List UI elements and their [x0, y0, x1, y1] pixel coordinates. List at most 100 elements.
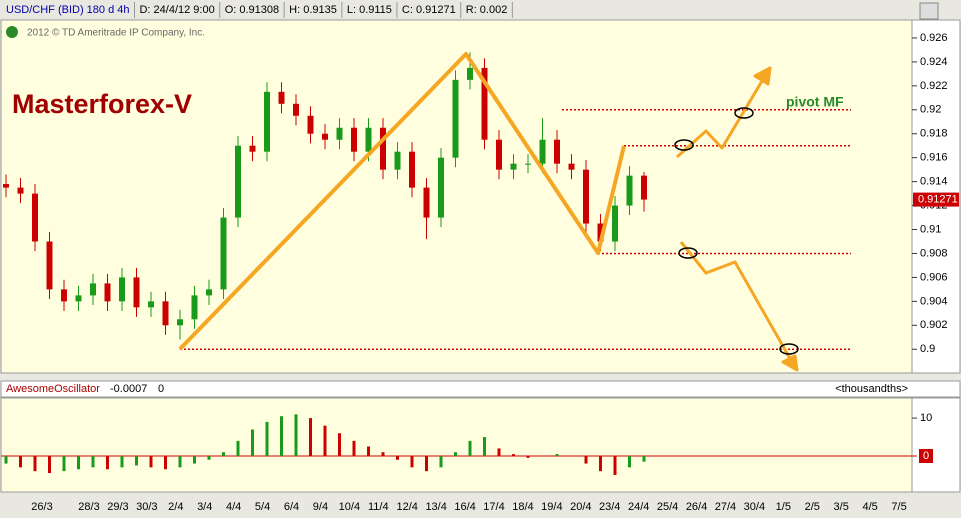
- last-price: 0.91271: [918, 193, 958, 205]
- brand: Masterforex-V: [12, 89, 192, 119]
- x-tick-label: 26/3: [31, 501, 52, 513]
- x-tick-label: 3/4: [197, 501, 212, 513]
- price-panel: [0, 19, 913, 374]
- candle-body: [307, 115, 314, 134]
- x-tick-label: 19/4: [541, 501, 562, 513]
- candle-body: [626, 175, 633, 206]
- candle-body: [133, 277, 140, 308]
- candle-body: [539, 139, 546, 164]
- y-tick-label: 0.904: [920, 295, 948, 307]
- x-tick-label: 29/3: [107, 501, 128, 513]
- candle-body: [148, 301, 154, 308]
- y-tick-label: 0.916: [920, 152, 948, 164]
- header-field: L: 0.9115: [347, 4, 392, 16]
- y-tick-label: 0.92: [920, 104, 941, 116]
- last-price-box: [913, 192, 959, 207]
- y-tick-label: 0.918: [920, 128, 948, 140]
- header-field: D: 24/4/12 9:00: [139, 4, 214, 16]
- candle-body: [177, 319, 183, 326]
- candle-body: [583, 169, 589, 224]
- candle-body: [409, 151, 415, 188]
- candle-body: [510, 163, 517, 170]
- osc-field: 0: [158, 383, 164, 395]
- osc-value-box: [919, 448, 933, 463]
- x-tick-label: 20/4: [570, 501, 591, 513]
- date-axis: [1, 493, 960, 518]
- x-tick-label: 4/5: [862, 501, 877, 513]
- candle-body: [612, 205, 618, 242]
- osc-units: <thousandths>: [835, 383, 908, 395]
- candle-body: [554, 139, 560, 164]
- y-tick-label: 0.914: [920, 176, 948, 188]
- y-tick-label: 0.926: [920, 32, 948, 44]
- wave-drawing: [178, 52, 626, 351]
- x-tick-label: 7/5: [891, 501, 906, 513]
- candle-body: [641, 175, 647, 200]
- x-tick-label: 17/4: [483, 501, 504, 513]
- x-tick-label: 12/4: [397, 501, 418, 513]
- osc-field: AwesomeOscillator: [6, 383, 100, 395]
- candle-body: [206, 289, 212, 296]
- candle-body: [336, 127, 343, 140]
- y-tick-label: 0.922: [920, 80, 948, 92]
- x-tick-label: 26/4: [686, 501, 707, 513]
- button[interactable]: [919, 2, 939, 20]
- x-tick-label: 2/4: [168, 501, 183, 513]
- candle-body: [278, 91, 285, 104]
- x-tick-label: 13/4: [425, 501, 446, 513]
- candle-body: [191, 295, 198, 320]
- x-tick-label: 25/4: [657, 501, 678, 513]
- candle-body: [46, 241, 53, 290]
- candle-body: [90, 283, 96, 296]
- x-tick-label: 30/3: [136, 501, 157, 513]
- copyright: 2012 © TD Ameritrade IP Company, Inc.: [27, 28, 205, 39]
- candle-body: [264, 91, 270, 152]
- candle-body: [380, 127, 386, 170]
- osc-tick-label: 0: [923, 450, 929, 462]
- candle-body: [496, 139, 502, 170]
- x-tick-label: 28/3: [78, 501, 99, 513]
- candle-body: [220, 217, 227, 290]
- header-field: C: 0.91271: [402, 4, 456, 16]
- y-tick-label: 0.906: [920, 271, 948, 283]
- header-field: H: 0.9135: [289, 4, 337, 16]
- header-field: R: 0.002: [466, 4, 508, 16]
- candle-body: [351, 127, 357, 152]
- candle-body: [322, 133, 328, 140]
- candle-body: [597, 223, 604, 242]
- osc-header: [0, 380, 961, 398]
- x-tick-label: 2/5: [805, 501, 820, 513]
- candle-body: [162, 301, 169, 326]
- pivot-label: pivot MF: [786, 94, 844, 110]
- info-icon: [6, 26, 18, 38]
- x-tick-label: 3/5: [834, 501, 849, 513]
- candle-body: [481, 67, 488, 140]
- candle-body: [235, 145, 241, 218]
- candle-body: [525, 163, 531, 165]
- candle-body: [394, 151, 401, 170]
- y-tick-label: 0.9: [920, 343, 935, 355]
- y-tick-label: 0.908: [920, 247, 948, 259]
- candle-body: [61, 289, 67, 302]
- x-tick-label: 6/4: [284, 501, 299, 513]
- candle-body: [467, 67, 473, 80]
- x-tick-label: 23/4: [599, 501, 620, 513]
- candle-body: [249, 145, 256, 152]
- x-tick-label: 11/4: [368, 501, 389, 513]
- candle-body: [452, 79, 459, 158]
- y-tick-label: 0.91: [920, 223, 941, 235]
- osc-tick-label: 10: [920, 412, 932, 424]
- osc-axis: [911, 397, 961, 493]
- x-tick-label: 1/5: [776, 501, 791, 513]
- x-tick-label: 9/4: [313, 501, 328, 513]
- y-tick-label: 0.924: [920, 56, 948, 68]
- x-tick-label: 16/4: [454, 501, 475, 513]
- candle-body: [104, 283, 111, 302]
- osc-panel: [0, 397, 913, 493]
- x-tick-label: 5/4: [255, 501, 270, 513]
- header-field: O: 0.91308: [225, 4, 279, 16]
- candle-body: [568, 163, 575, 170]
- candle-body: [119, 277, 125, 302]
- y-tick-label: 0.902: [920, 319, 948, 331]
